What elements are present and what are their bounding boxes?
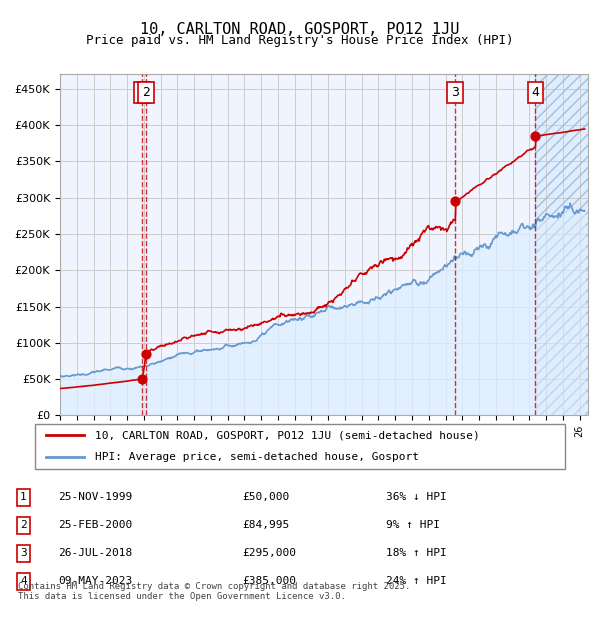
Point [142,349,151,359]
Text: HPI: Average price, semi-detached house, Gosport: HPI: Average price, semi-detached house,… [95,453,419,463]
Text: 1: 1 [20,492,27,502]
Point [450,197,460,206]
Text: Contains HM Land Registry data © Crown copyright and database right 2025.
This d: Contains HM Land Registry data © Crown c… [18,582,410,601]
Text: 18% ↑ HPI: 18% ↑ HPI [386,548,447,558]
Text: £50,000: £50,000 [242,492,290,502]
Bar [535,74,588,415]
Text: 4: 4 [20,576,27,586]
Bar [535,74,588,415]
Text: 36% ↓ HPI: 36% ↓ HPI [386,492,447,502]
Text: 09-MAY-2023: 09-MAY-2023 [58,576,133,586]
Point [530,131,540,141]
Text: £385,000: £385,000 [242,576,296,586]
Text: 24% ↑ HPI: 24% ↑ HPI [386,576,447,586]
Text: 25-FEB-2000: 25-FEB-2000 [58,520,133,530]
Text: 9% ↑ HPI: 9% ↑ HPI [386,520,440,530]
Text: 1: 1 [138,86,146,99]
Text: 2: 2 [20,520,27,530]
Text: 2: 2 [142,86,150,99]
FancyBboxPatch shape [35,424,565,469]
Point [137,374,147,384]
Text: £295,000: £295,000 [242,548,296,558]
Text: 4: 4 [532,86,539,99]
Text: 26-JUL-2018: 26-JUL-2018 [58,548,133,558]
Text: 25-NOV-1999: 25-NOV-1999 [58,492,133,502]
Text: £84,995: £84,995 [242,520,290,530]
Text: 3: 3 [451,86,459,99]
Text: 3: 3 [20,548,27,558]
Text: 10, CARLTON ROAD, GOSPORT, PO12 1JU: 10, CARLTON ROAD, GOSPORT, PO12 1JU [140,22,460,37]
Text: 10, CARLTON ROAD, GOSPORT, PO12 1JU (semi-detached house): 10, CARLTON ROAD, GOSPORT, PO12 1JU (sem… [95,430,479,440]
Text: Price paid vs. HM Land Registry's House Price Index (HPI): Price paid vs. HM Land Registry's House … [86,34,514,47]
